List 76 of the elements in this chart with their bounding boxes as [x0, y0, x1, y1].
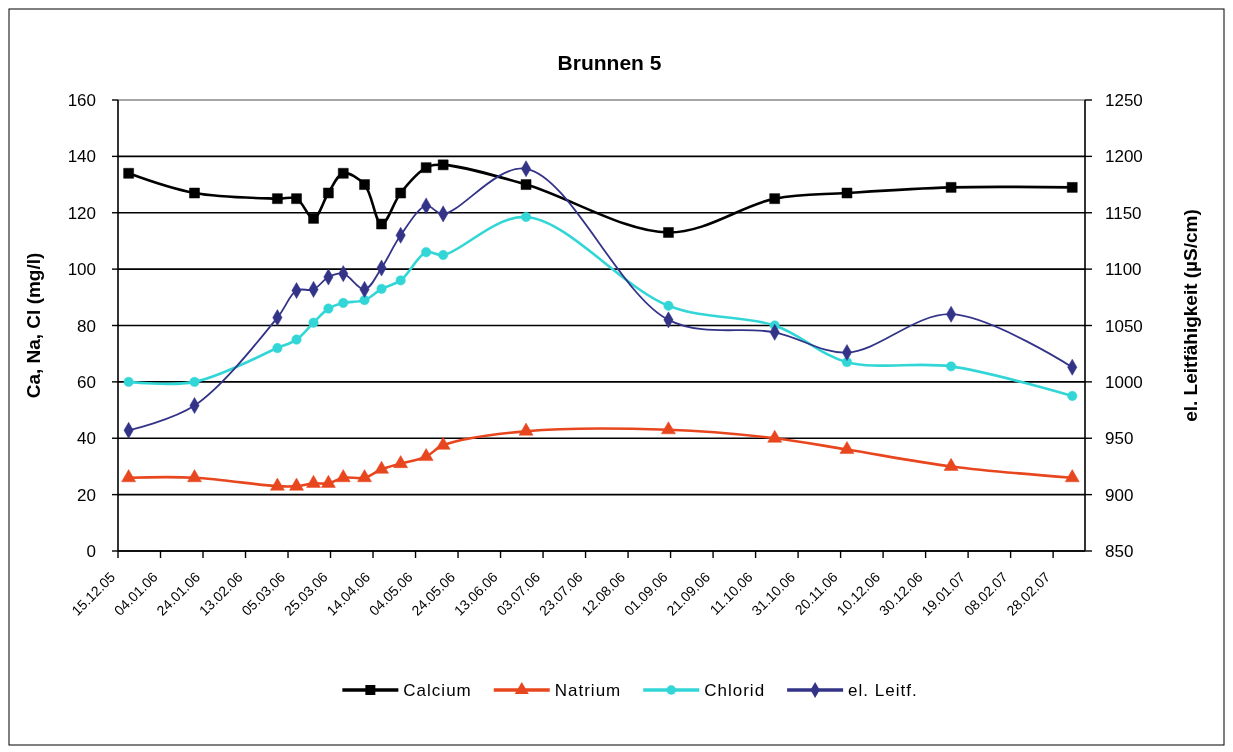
y-tick-label: 80 — [77, 316, 96, 336]
point — [839, 441, 855, 454]
y-axis-title: Ca, Na, Cl (mg/l) — [23, 252, 44, 399]
point — [1067, 391, 1078, 401]
chart-title: Brunnen 5 — [557, 51, 662, 74]
y2-tick-label: 1000 — [1105, 372, 1143, 392]
point — [308, 213, 319, 224]
point — [270, 477, 285, 491]
point — [291, 334, 302, 345]
point — [1064, 469, 1080, 483]
point — [376, 218, 387, 230]
point — [272, 343, 283, 354]
point — [393, 455, 408, 468]
y-tick-label: 20 — [77, 485, 96, 505]
y-tick-label: 40 — [77, 429, 96, 449]
point — [418, 448, 434, 461]
point — [663, 227, 674, 238]
point — [321, 475, 336, 488]
point — [289, 477, 304, 491]
point — [323, 187, 334, 199]
y-tick-label: 140 — [67, 147, 96, 167]
point — [308, 317, 319, 328]
point — [189, 187, 200, 199]
point — [521, 212, 532, 222]
point — [357, 469, 372, 483]
y2-axis-title: el. Leitfähigkeit (µS/cm) — [1180, 209, 1201, 422]
legend-label: Calcium — [403, 681, 472, 701]
point — [338, 168, 349, 179]
legend-label: Chlorid — [704, 681, 766, 701]
point — [420, 162, 432, 173]
y-tick-label: 0 — [86, 542, 96, 562]
point — [769, 193, 780, 204]
point — [336, 469, 351, 483]
y-tick-label: 100 — [67, 260, 96, 280]
point — [376, 283, 387, 294]
y-tick-label: 60 — [77, 372, 96, 392]
y2-tick-label: 1250 — [1105, 91, 1143, 111]
point — [421, 247, 432, 258]
point — [943, 458, 959, 471]
y2-tick-label: 1050 — [1105, 316, 1143, 336]
point — [395, 187, 406, 199]
point — [663, 300, 674, 311]
y-tick-label: 160 — [67, 91, 96, 111]
point — [435, 436, 451, 450]
point — [123, 168, 134, 179]
point — [338, 297, 349, 308]
point — [395, 275, 406, 286]
point — [437, 159, 449, 171]
point — [189, 376, 200, 387]
point — [187, 469, 202, 483]
point — [520, 179, 532, 190]
point — [306, 475, 321, 488]
point — [438, 250, 449, 260]
y2-tick-label: 1200 — [1105, 147, 1143, 167]
point — [841, 187, 853, 199]
y-tick-label: 120 — [67, 203, 96, 223]
point — [767, 429, 782, 443]
y2-tick-label: 900 — [1105, 485, 1134, 505]
y2-tick-label: 950 — [1105, 429, 1134, 449]
legend-label: Natrium — [554, 681, 622, 701]
point — [1067, 182, 1078, 193]
point — [272, 193, 283, 204]
point — [123, 376, 134, 387]
point — [374, 460, 389, 474]
legend-label: el. Leitf. — [848, 681, 918, 701]
y2-tick-label: 850 — [1105, 542, 1134, 562]
point — [359, 179, 370, 190]
point — [946, 361, 957, 372]
point — [518, 422, 534, 436]
point — [323, 303, 334, 314]
point — [661, 421, 676, 435]
y2-tick-label: 1100 — [1105, 260, 1142, 280]
point — [945, 182, 957, 193]
point — [291, 193, 302, 204]
point — [121, 469, 136, 483]
y2-tick-label: 1150 — [1105, 203, 1142, 223]
